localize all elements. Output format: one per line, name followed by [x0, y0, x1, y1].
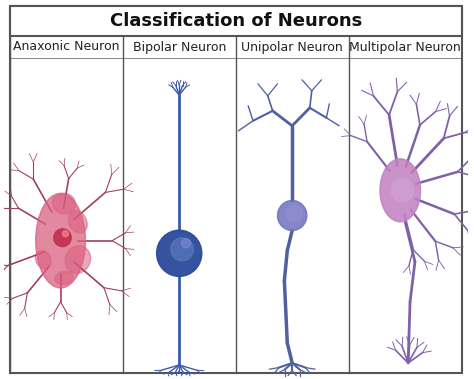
Circle shape [54, 229, 71, 247]
Ellipse shape [36, 251, 51, 269]
Text: Unipolar Neuron: Unipolar Neuron [241, 41, 343, 53]
Circle shape [277, 200, 307, 230]
Circle shape [171, 238, 193, 261]
Circle shape [286, 205, 302, 222]
Text: Classification of Neurons: Classification of Neurons [109, 12, 362, 30]
Circle shape [391, 179, 413, 202]
Circle shape [63, 231, 68, 237]
Ellipse shape [65, 246, 91, 273]
Circle shape [182, 239, 191, 248]
Text: Anaxonic Neuron: Anaxonic Neuron [13, 41, 119, 53]
Ellipse shape [68, 211, 87, 233]
Ellipse shape [36, 193, 85, 288]
Circle shape [156, 230, 202, 276]
Ellipse shape [55, 271, 73, 284]
Ellipse shape [380, 159, 420, 222]
Bar [9, 6, 462, 36]
Text: Bipolar Neuron: Bipolar Neuron [133, 41, 226, 53]
Ellipse shape [53, 193, 75, 214]
Text: Multipolar Neuron: Multipolar Neuron [349, 41, 461, 53]
